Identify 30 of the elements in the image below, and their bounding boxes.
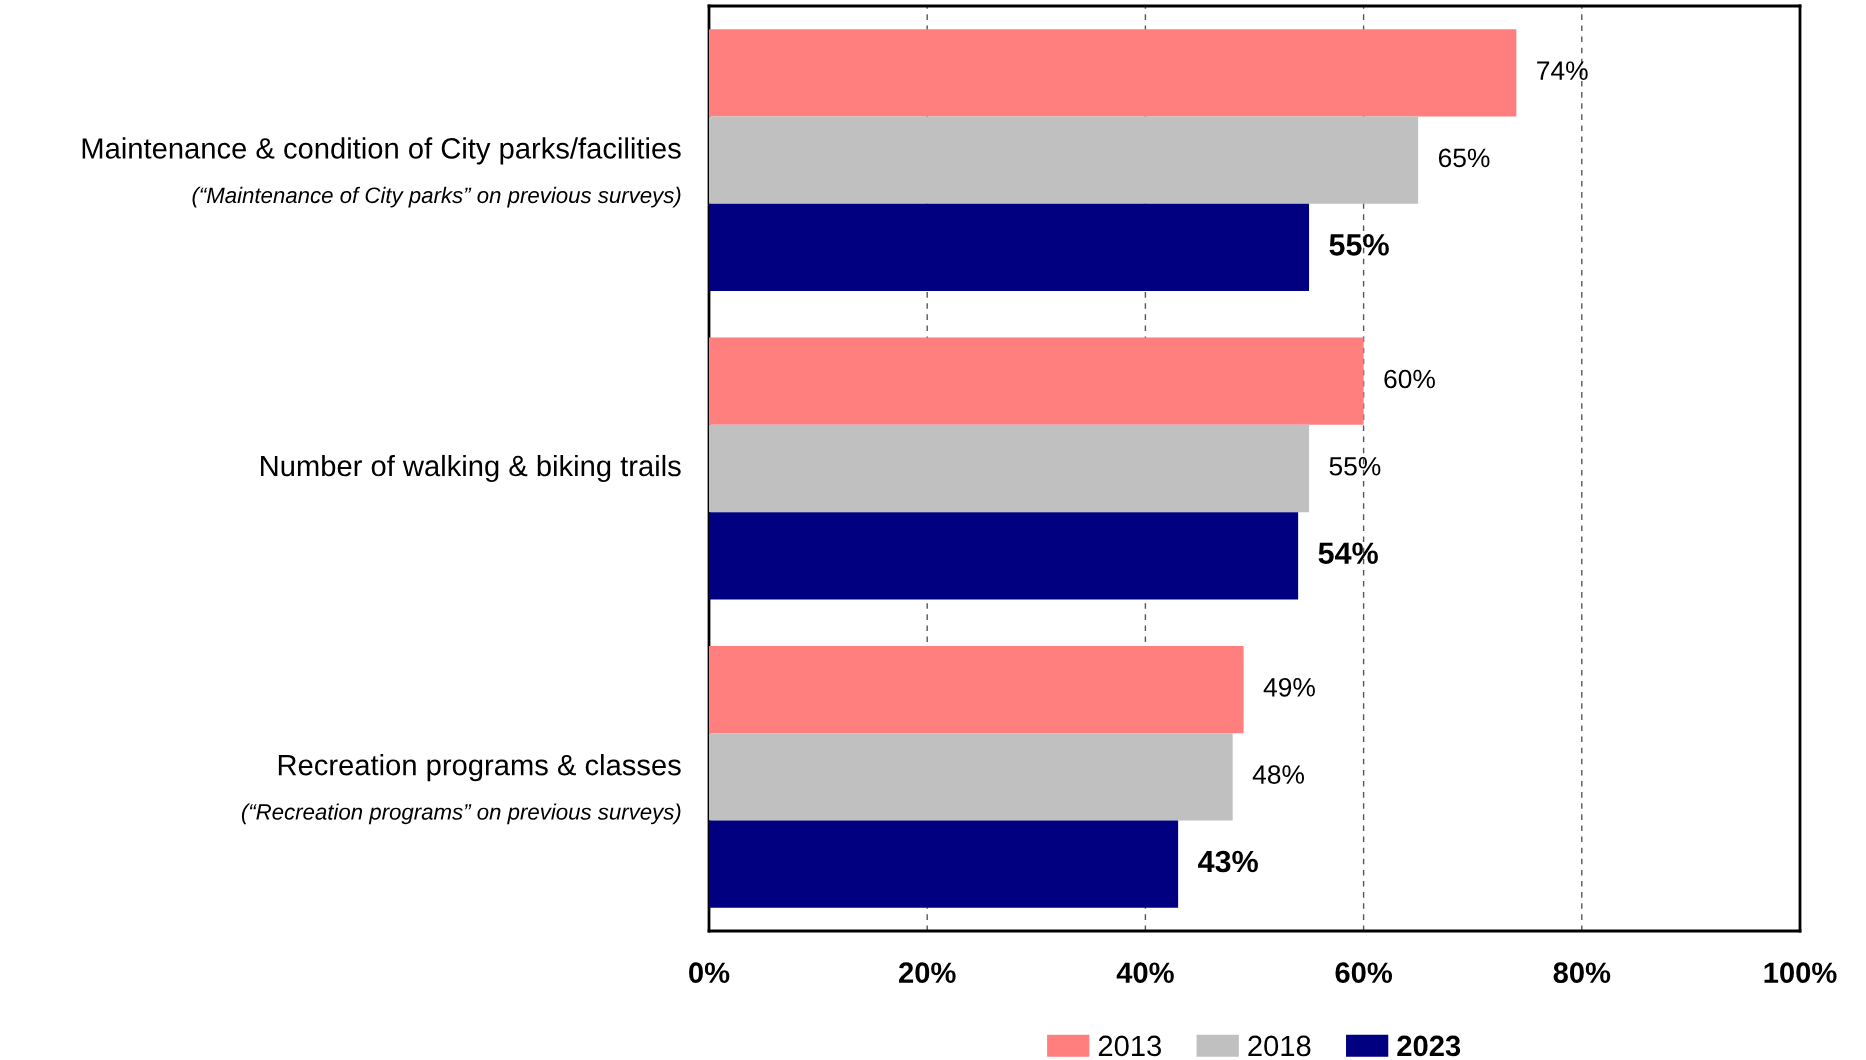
data-label: 74%: [1537, 61, 1588, 80]
data-label: 43%: [1198, 850, 1258, 873]
x-tick-label: 20%: [899, 962, 956, 983]
x-tick-label: 60%: [1335, 962, 1393, 983]
data-label: 48%: [1252, 765, 1304, 784]
bar: [709, 337, 1364, 425]
bar: [709, 645, 1244, 734]
data-label: 65%: [1438, 148, 1490, 168]
bar: [709, 733, 1233, 821]
data-label: 49%: [1263, 677, 1315, 697]
bar: [709, 116, 1419, 204]
x-tick-label: 0%: [689, 962, 730, 983]
bar: [709, 512, 1299, 600]
y-tick-label: Recreation programs & classes (“Recreation programs” on previous surveys): [241, 753, 681, 825]
x-tick-label: 80%: [1553, 962, 1611, 983]
x-tick-label: 100%: [1764, 962, 1837, 983]
data-label: 54%: [1318, 542, 1378, 564]
data-label: 55%: [1329, 457, 1381, 476]
bar: [709, 820, 1179, 908]
y-tick-label: Maintenance & condition of City parks/facilities (“Maintenance of City parks” on previous surveys): [82, 137, 681, 208]
bar: [709, 29, 1517, 117]
x-tick-label: 40%: [1116, 962, 1174, 983]
legend-label: 2023: [1397, 1035, 1461, 1057]
legend-label: 2018: [1248, 1035, 1311, 1057]
y-tick-label: Number of walking & biking trails: [261, 454, 681, 483]
bar: [709, 203, 1310, 292]
legend-label: 2013: [1098, 1035, 1161, 1057]
data-label: 60%: [1384, 369, 1435, 389]
data-label: 55%: [1329, 234, 1389, 256]
bar: [709, 424, 1310, 513]
